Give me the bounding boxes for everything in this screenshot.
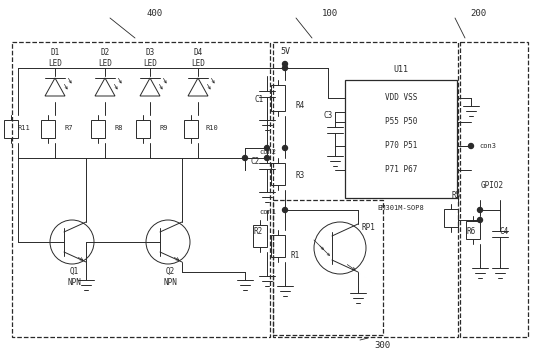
Text: U11: U11 xyxy=(393,66,409,74)
Text: RP1: RP1 xyxy=(361,223,375,232)
Text: GPIO2: GPIO2 xyxy=(480,180,504,189)
Bar xyxy=(12,42,270,337)
Text: Q2
NPN: Q2 NPN xyxy=(163,267,177,287)
Text: R2: R2 xyxy=(253,227,263,237)
Text: con1: con1 xyxy=(260,209,276,215)
Circle shape xyxy=(478,218,482,223)
Bar xyxy=(136,120,150,138)
Bar xyxy=(444,209,458,227)
Circle shape xyxy=(282,145,287,150)
Circle shape xyxy=(468,144,474,149)
Bar xyxy=(184,120,198,138)
Text: 5V: 5V xyxy=(280,48,290,57)
Text: R5: R5 xyxy=(451,190,461,199)
Circle shape xyxy=(264,145,269,150)
Text: VDD VSS: VDD VSS xyxy=(385,93,417,102)
Text: C3: C3 xyxy=(324,111,333,120)
Text: D4
LED: D4 LED xyxy=(191,48,205,68)
Text: D3
LED: D3 LED xyxy=(143,48,157,68)
Circle shape xyxy=(478,208,482,213)
Text: R1: R1 xyxy=(291,251,300,260)
Circle shape xyxy=(282,208,287,213)
Text: R6: R6 xyxy=(466,227,476,237)
Bar xyxy=(345,80,457,198)
Text: P55 P50: P55 P50 xyxy=(385,117,417,126)
Text: P71 P67: P71 P67 xyxy=(385,165,417,174)
Text: C2: C2 xyxy=(250,158,260,166)
Bar xyxy=(4,120,18,138)
Text: EM301M-SOP8: EM301M-SOP8 xyxy=(378,205,424,211)
Bar xyxy=(273,200,383,335)
Text: R7: R7 xyxy=(64,125,73,131)
Text: 200: 200 xyxy=(470,10,486,19)
Circle shape xyxy=(264,155,269,160)
Bar xyxy=(41,120,55,138)
Text: C4: C4 xyxy=(499,227,508,237)
Text: con2: con2 xyxy=(260,149,276,155)
Text: C1: C1 xyxy=(254,96,263,105)
Bar xyxy=(273,42,458,337)
Text: R11: R11 xyxy=(18,125,30,131)
Text: R10: R10 xyxy=(205,125,218,131)
Text: R4: R4 xyxy=(295,102,305,111)
Text: con3: con3 xyxy=(479,143,496,149)
Text: Q1
NPN: Q1 NPN xyxy=(67,267,81,287)
Text: D2
LED: D2 LED xyxy=(98,48,112,68)
Text: R3: R3 xyxy=(295,171,305,180)
Circle shape xyxy=(282,66,287,71)
Bar xyxy=(253,225,267,247)
Bar xyxy=(91,120,105,138)
Bar xyxy=(271,85,285,111)
Circle shape xyxy=(242,155,248,160)
Text: 300: 300 xyxy=(374,340,390,349)
Text: R9: R9 xyxy=(160,125,168,131)
Bar xyxy=(271,235,285,257)
Text: P70 P51: P70 P51 xyxy=(385,141,417,150)
Text: R8: R8 xyxy=(115,125,123,131)
Bar xyxy=(466,221,480,239)
Bar xyxy=(271,163,285,185)
Text: D1
LED: D1 LED xyxy=(48,48,62,68)
Circle shape xyxy=(282,62,287,67)
Text: 100: 100 xyxy=(322,10,338,19)
Text: 400: 400 xyxy=(147,10,163,19)
Bar xyxy=(460,42,528,337)
